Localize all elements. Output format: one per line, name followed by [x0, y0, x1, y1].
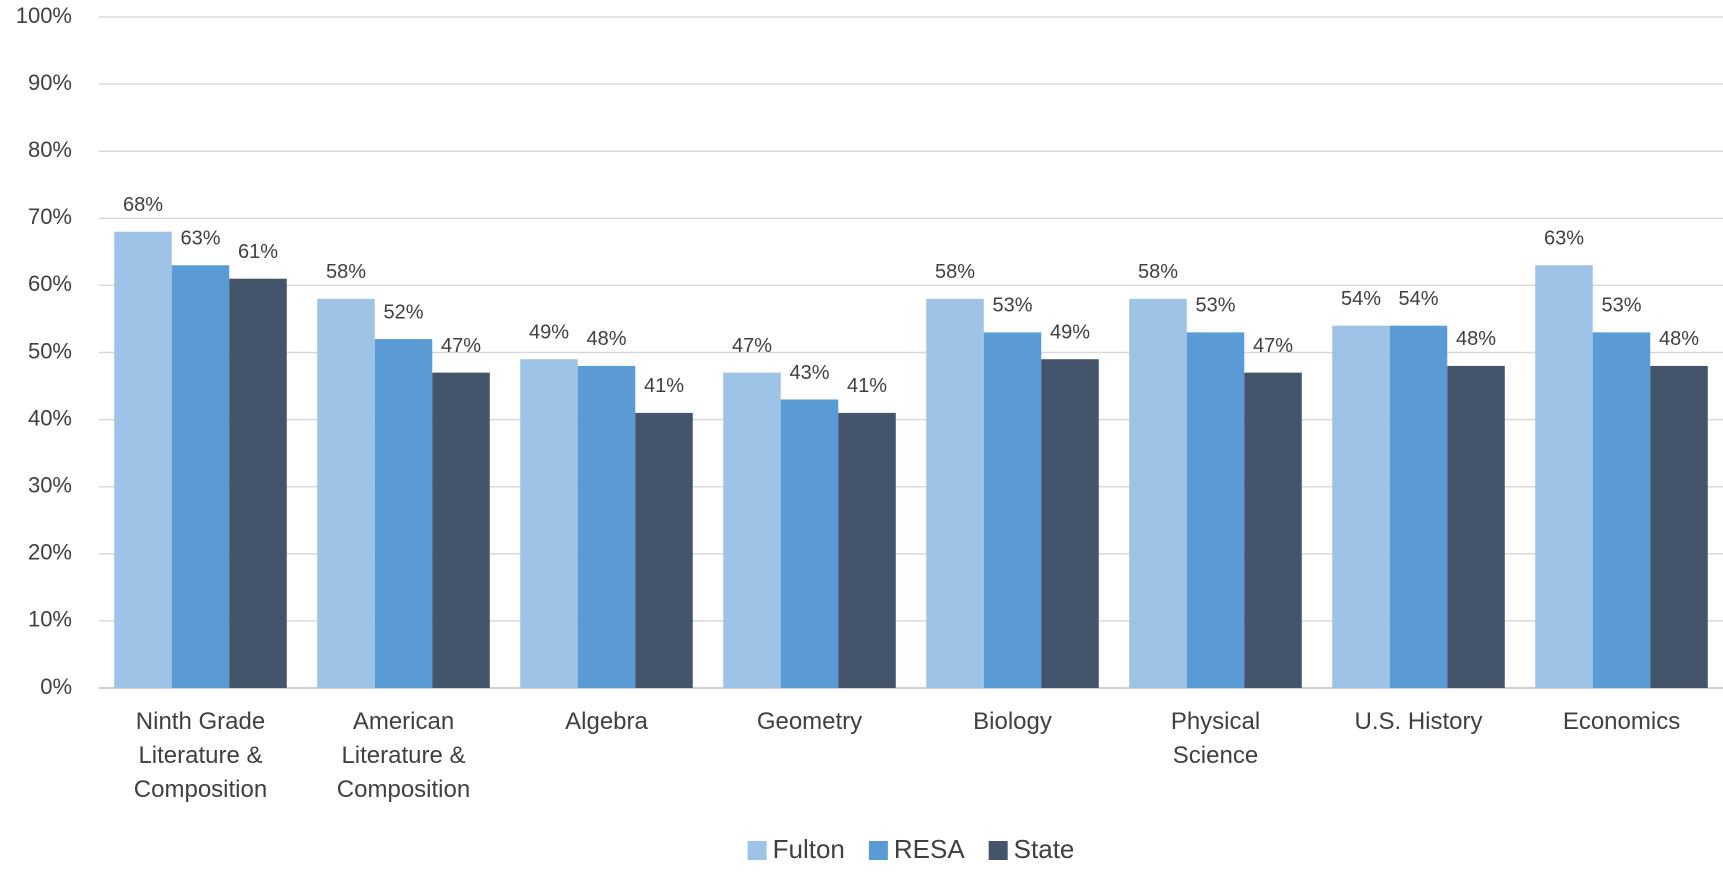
bar	[317, 298, 375, 688]
bar	[432, 372, 490, 688]
x-tick-label: Geometry	[757, 708, 862, 735]
legend-label: Fulton	[773, 834, 845, 864]
bar	[983, 332, 1042, 688]
x-tick-line: Algebra	[565, 708, 648, 735]
data-label: 58%	[935, 261, 975, 283]
bar	[520, 359, 578, 688]
legend-label: State	[1014, 834, 1075, 864]
data-label: 47%	[1253, 335, 1293, 357]
data-label: 43%	[789, 362, 829, 384]
legend-swatch	[747, 841, 767, 860]
x-tick-label: Economics	[1563, 708, 1680, 735]
y-tick-label: 0%	[40, 674, 72, 699]
x-tick-line: Literature &	[341, 742, 465, 769]
x-tick-line: Literature &	[138, 742, 262, 769]
bar	[1129, 298, 1187, 688]
data-label: 41%	[644, 375, 684, 397]
x-tick-line: Economics	[1563, 708, 1680, 735]
y-tick-label: 40%	[28, 405, 72, 430]
data-label: 41%	[847, 375, 887, 397]
bar	[577, 365, 636, 688]
bar	[926, 298, 984, 688]
x-tick-label: Physical Science	[1171, 708, 1260, 769]
y-tick-label: 100%	[16, 3, 72, 28]
legend: Fulton RESA State	[747, 834, 1075, 864]
data-label: 48%	[1659, 328, 1699, 350]
data-label: 47%	[732, 335, 772, 357]
bar	[1186, 332, 1245, 688]
legend-label: RESA	[894, 834, 965, 864]
x-tick-line: American	[353, 708, 454, 735]
x-tick-line: U.S. History	[1354, 708, 1482, 735]
bar	[229, 278, 287, 688]
data-label: 54%	[1341, 288, 1381, 310]
data-label: 53%	[1601, 295, 1641, 317]
x-tick-line: Physical	[1171, 708, 1260, 735]
bar	[1332, 325, 1390, 688]
y-tick-label: 30%	[28, 473, 72, 498]
data-label: 53%	[1195, 295, 1235, 317]
data-label: 58%	[326, 261, 366, 283]
x-tick-line: Biology	[973, 708, 1052, 735]
y-tick-label: 80%	[28, 137, 72, 162]
data-label: 47%	[441, 335, 481, 357]
x-tick-line: Ninth Grade	[136, 708, 265, 735]
y-tick-label: 60%	[28, 271, 72, 296]
x-tick-line: Composition	[337, 776, 470, 803]
bar	[780, 399, 839, 688]
data-label: 49%	[529, 321, 569, 343]
y-tick-label: 10%	[28, 607, 72, 632]
x-tick-label: Biology	[973, 708, 1052, 735]
bar	[1389, 325, 1448, 688]
data-label: 52%	[383, 301, 423, 323]
data-label: 63%	[1544, 228, 1584, 250]
legend-swatch	[868, 841, 888, 860]
y-tick-label: 70%	[28, 204, 72, 229]
bar	[1650, 365, 1708, 688]
bar	[171, 265, 230, 688]
bar	[114, 231, 172, 688]
x-tick-label: American Literature & Composition	[337, 708, 470, 803]
data-label: 58%	[1138, 261, 1178, 283]
bar	[1041, 359, 1099, 688]
bar	[374, 339, 433, 688]
data-label: 49%	[1050, 321, 1090, 343]
bar	[1447, 365, 1505, 688]
data-label: 61%	[238, 241, 278, 263]
bar	[1535, 265, 1593, 688]
bar	[635, 412, 693, 688]
data-label: 68%	[123, 194, 163, 216]
bar	[838, 412, 896, 688]
legend-swatch	[988, 841, 1008, 860]
data-label: 48%	[1456, 328, 1496, 350]
bar	[723, 372, 781, 688]
data-label: 63%	[180, 228, 220, 250]
bar	[1592, 332, 1651, 688]
data-label: 54%	[1398, 288, 1438, 310]
data-label: 48%	[586, 328, 626, 350]
y-tick-label: 20%	[28, 540, 72, 565]
x-tick-line: Science	[1173, 742, 1258, 769]
y-tick-label: 50%	[28, 338, 72, 363]
x-tick-label: Algebra	[565, 708, 648, 735]
x-tick-line: Composition	[134, 776, 267, 803]
x-tick-line: Geometry	[757, 708, 862, 735]
y-tick-label: 90%	[28, 70, 72, 95]
x-tick-label: Ninth Grade Literature & Composition	[134, 708, 267, 803]
x-tick-label: U.S. History	[1354, 708, 1482, 735]
bar	[1244, 372, 1302, 688]
data-label: 53%	[992, 295, 1032, 317]
